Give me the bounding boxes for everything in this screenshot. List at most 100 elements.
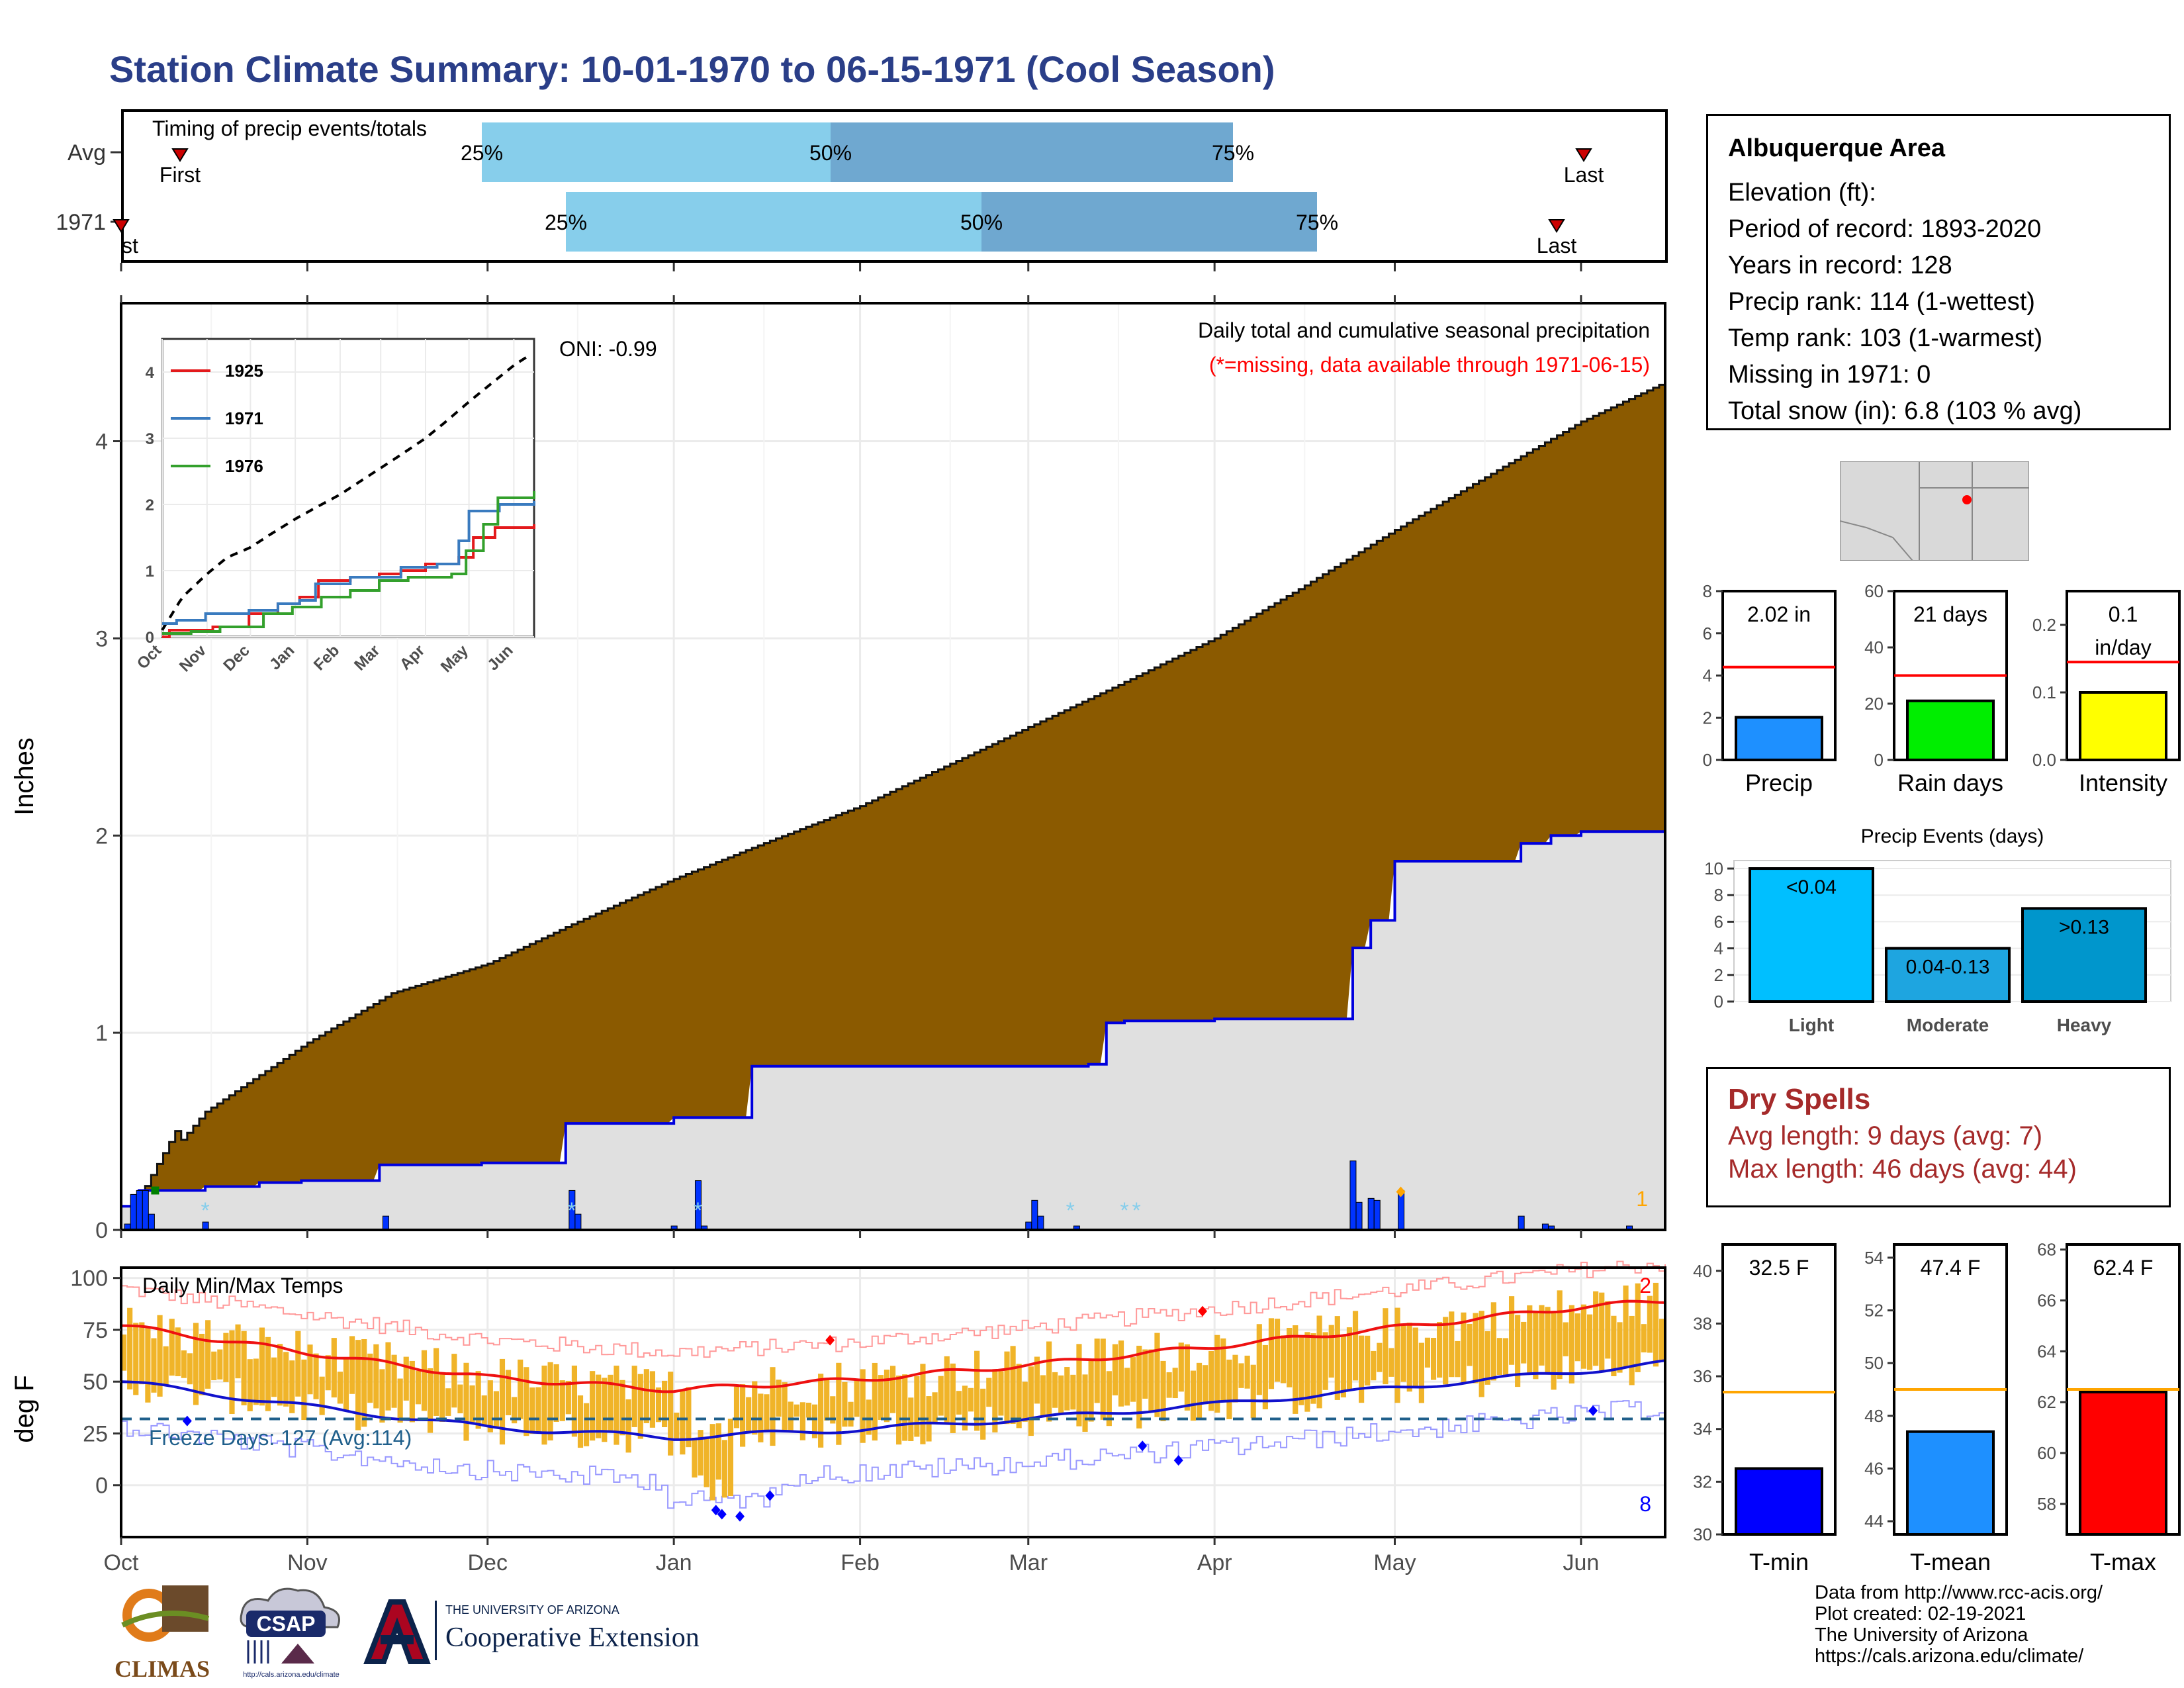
- daily-temp-bar: [986, 1378, 992, 1407]
- daily-temp-bar: [1196, 1362, 1203, 1418]
- daily-temp-bar: [902, 1374, 908, 1441]
- daily-temp-bar: [1328, 1325, 1334, 1378]
- daily-temp-bar: [439, 1372, 445, 1422]
- events-ytick-label: 6: [1714, 912, 1723, 931]
- daily-temp-bar: [547, 1362, 553, 1441]
- daily-temp-bar: [1563, 1322, 1569, 1356]
- daily-temp-bar: [1551, 1312, 1557, 1390]
- daily-temp-bar: [1004, 1351, 1010, 1425]
- daily-temp-bar: [541, 1365, 547, 1445]
- daily-temp-bar: [277, 1344, 283, 1406]
- daily-temp-bar: [614, 1366, 619, 1445]
- summary-ytick-label: 40: [1864, 637, 1884, 657]
- temps-ytick-label: 50: [83, 1370, 108, 1395]
- timing-last-label: Last: [1537, 234, 1577, 258]
- summary-ytick-label: 0.2: [2032, 615, 2056, 635]
- footer-university: The University of Arizona: [1815, 1624, 2028, 1646]
- info-elevation: Elevation (ft):: [1728, 179, 1876, 207]
- daily-temp-bar: [1605, 1301, 1611, 1359]
- daily-temp-bar: [932, 1392, 938, 1423]
- daily-temp-bar: [655, 1387, 662, 1423]
- month-tick-label: Jun: [1563, 1550, 1599, 1575]
- summary-ytick-label: 0.1: [2032, 682, 2056, 702]
- daily-temp-bar: [427, 1368, 433, 1433]
- daily-temp-bar: [523, 1367, 529, 1436]
- daily-temp-bar: [379, 1369, 385, 1423]
- daily-temp-bar: [139, 1322, 145, 1385]
- csap-url: http://cals.arizona.edu/climate: [243, 1671, 340, 1679]
- inset-legend-label: 1976: [225, 456, 263, 476]
- precip-right-count: 1: [1636, 1187, 1648, 1211]
- temps-chart: 0 25 50 75 100 Oct Nov Dec Jan Feb Mar Apr May Jun deg…: [10, 1260, 1666, 1575]
- daily-temp-bar: [872, 1362, 878, 1441]
- record-high-marker: [1198, 1305, 1208, 1317]
- summary-name-label: T-min: [1749, 1548, 1809, 1575]
- daily-temp-bar: [1256, 1324, 1262, 1395]
- daily-temp-bar: [908, 1397, 914, 1442]
- daily-temp-bar: [746, 1397, 752, 1431]
- summary-bar-t-min: [1735, 1467, 1823, 1536]
- daily-temp-bar: [343, 1359, 349, 1412]
- daily-temp-bar: [1635, 1283, 1641, 1372]
- summary-ytick-label: 4: [1703, 666, 1712, 686]
- daily-temp-bar: [1574, 1313, 1581, 1362]
- snow-marker: *: [201, 1198, 209, 1223]
- month-tick-label: Oct: [104, 1550, 139, 1575]
- daily-temp-bar: [313, 1353, 319, 1399]
- daily-temp-bar: [1220, 1338, 1226, 1401]
- daily-temp-bar: [884, 1370, 890, 1423]
- daily-temp-bar: [1262, 1344, 1268, 1409]
- daily-temp-bar: [481, 1395, 487, 1426]
- record-low-marker: [765, 1490, 775, 1501]
- daily-temp-bar: [944, 1356, 950, 1425]
- summary-bar-rain-days: [1906, 699, 1995, 761]
- daily-precip-bar: [142, 1190, 149, 1231]
- daily-temp-bar: [1334, 1316, 1340, 1400]
- daily-temp-bar: [1022, 1382, 1028, 1422]
- summary-ytick-label: 44: [1864, 1511, 1884, 1531]
- dry-spells-box: Dry Spells Avg length: 9 days (avg: 7) M…: [1706, 1067, 2171, 1207]
- inset-legend-label: 1971: [225, 408, 263, 428]
- daily-temp-bar: [1365, 1335, 1371, 1385]
- daily-temp-bar: [764, 1394, 770, 1430]
- events-bar-label: >0.13: [2059, 916, 2109, 938]
- daily-temp-bar: [920, 1364, 926, 1444]
- daily-temp-bar: [229, 1330, 235, 1415]
- daily-temp-bar: [1455, 1340, 1461, 1378]
- daily-temp-bar: [770, 1367, 776, 1446]
- footer-credits: Data from http://www.rcc-acis.org/ Plot …: [1815, 1582, 2103, 1667]
- month-tick-label: Mar: [1009, 1550, 1048, 1575]
- events-ytick-label: 10: [1704, 859, 1723, 878]
- record-low-marker: [711, 1505, 721, 1516]
- daily-temp-bar: [1617, 1322, 1623, 1373]
- summary-ytick-label: 40: [1693, 1261, 1712, 1281]
- timing-p75-label: 75%: [1296, 211, 1338, 234]
- summary-name-label: T-max: [2090, 1548, 2156, 1575]
- summary-name-label: Precip: [1745, 769, 1813, 796]
- inset-ytick-label: 3: [146, 430, 154, 448]
- daily-temp-bar: [1521, 1321, 1527, 1364]
- daily-temp-bar: [1142, 1349, 1148, 1399]
- daily-temp-bar: [1178, 1342, 1184, 1392]
- daily-temp-bar: [1449, 1311, 1455, 1378]
- events-ytick-label: 8: [1714, 885, 1723, 905]
- daily-temp-bar: [271, 1357, 277, 1397]
- record-max-line: [121, 1260, 1666, 1358]
- daily-temp-bar: [1569, 1305, 1574, 1383]
- summary-name-label: Intensity: [2079, 769, 2167, 796]
- daily-temp-bar: [1154, 1333, 1160, 1417]
- inset-ytick-label: 2: [146, 496, 154, 514]
- avg-max-temp-line: [120, 1299, 1666, 1393]
- daily-temp-bar: [1496, 1338, 1502, 1376]
- daily-temp-bar: [571, 1365, 578, 1437]
- summary-bar-precip: [1735, 716, 1823, 761]
- daily-temp-bar: [187, 1353, 193, 1385]
- daily-temp-bar: [1304, 1332, 1310, 1412]
- university-arizona-logo: THE UNIVERSITY OF ARIZONA Cooperative Ex…: [361, 1595, 758, 1668]
- summary-ytick-label: 60: [1864, 581, 1884, 601]
- daily-temp-bar: [397, 1378, 403, 1423]
- timing-first-marker: [171, 148, 189, 162]
- obs-cumulative-line: [121, 830, 1665, 1208]
- daily-precip-bar: [130, 1194, 137, 1231]
- events-category-label: Moderate: [1907, 1015, 1989, 1035]
